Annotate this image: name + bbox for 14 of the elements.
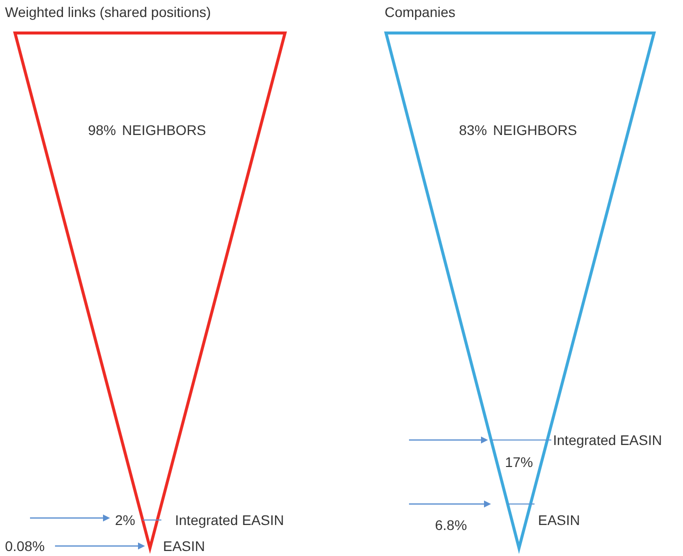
category-label: EASIN [163,538,206,554]
category-label: NEIGHBORS [122,122,206,138]
category-label: NEIGHBORS [493,122,578,138]
category-label: EASIN [538,512,580,528]
data-label: 0.08% [5,538,45,554]
text: Weighted links (shared positions) [5,4,211,20]
data-label: 2% [115,512,136,528]
data-label: 98% [88,122,116,138]
text: Companies [384,4,456,20]
data-label: 6.8% [435,517,467,533]
category-label: Integrated EASIN [553,432,662,448]
data-label: 83% [458,122,487,138]
category-label: Integrated EASIN [175,512,284,528]
data-label: 17% [504,454,534,470]
